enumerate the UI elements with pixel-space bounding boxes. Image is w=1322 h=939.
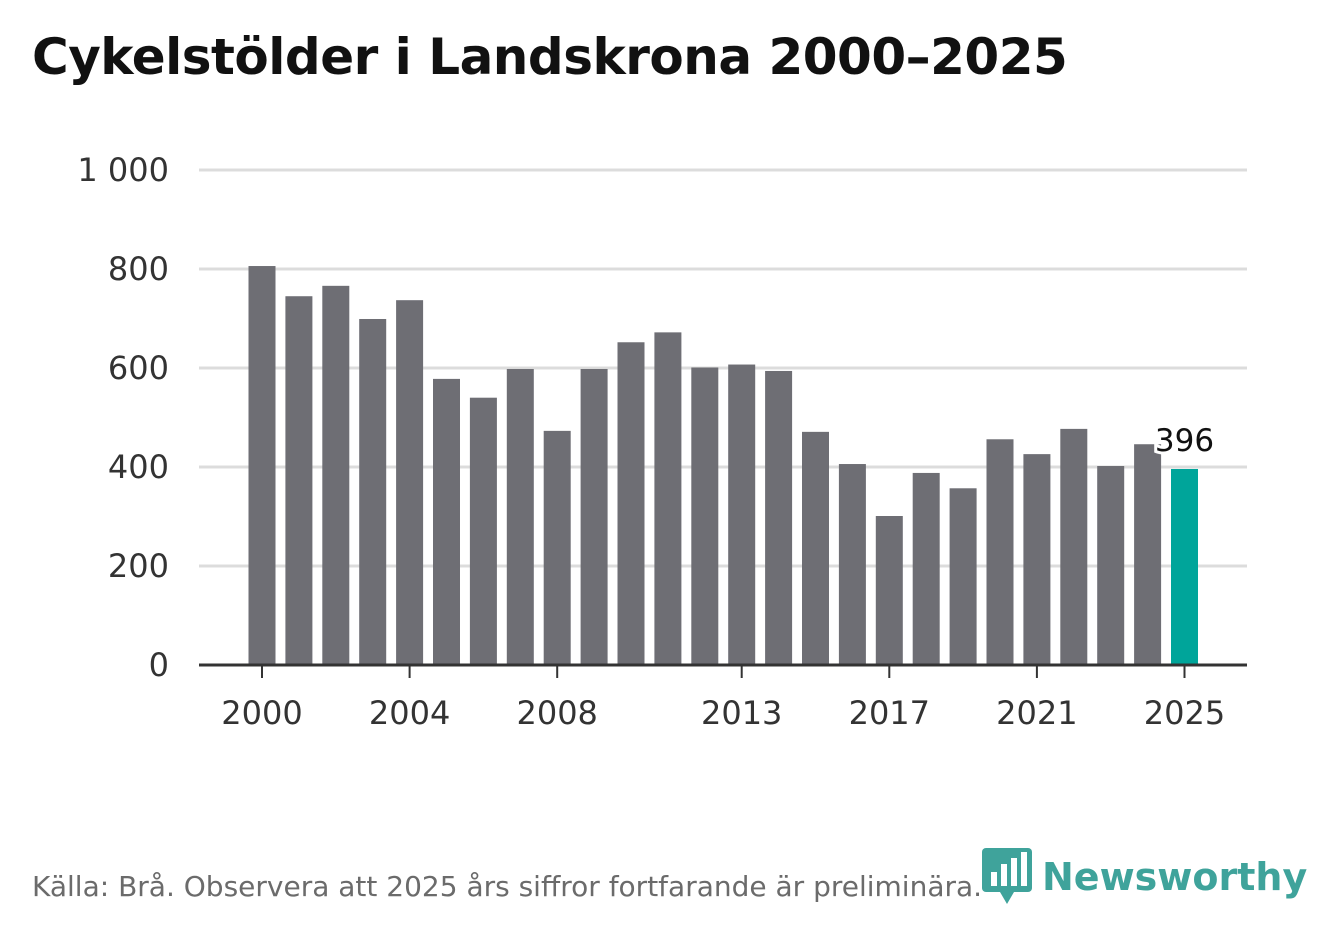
x-axis: 2000 2004 2008 2013 2017 2021 2025 <box>199 663 1247 732</box>
x-tick-label: 2013 <box>701 694 782 732</box>
bar-2015 <box>802 431 829 665</box>
bar-2012 <box>691 367 719 665</box>
bar-2008 <box>543 430 571 665</box>
brand-name: Newsworthy <box>1042 855 1308 899</box>
bar-2009 <box>580 368 608 665</box>
bar-2025 <box>1171 468 1198 665</box>
bar-2007 <box>506 368 534 665</box>
highlight-value-label: 396 <box>1155 423 1214 459</box>
bar-2013 <box>728 364 756 665</box>
data-labels: 396 <box>1152 420 1217 462</box>
y-tick-label: 0 <box>149 646 169 684</box>
bar-2018 <box>912 472 940 665</box>
y-tick-label: 600 <box>108 349 169 387</box>
bar-2011 <box>654 332 682 665</box>
bar-2005 <box>433 378 460 665</box>
bar-2004 <box>396 300 424 665</box>
y-tick-label: 400 <box>108 448 169 486</box>
x-tick-label: 2025 <box>1144 694 1225 732</box>
y-axis-ticks: 0 200 400 600 800 1 000 <box>77 151 169 684</box>
brand-logo: Newsworthy <box>982 848 1307 906</box>
bar-2019 <box>949 488 977 665</box>
source-note: Källa: Brå. Observera att 2025 års siffr… <box>32 870 983 903</box>
y-tick-label: 200 <box>108 547 169 585</box>
bar-2021 <box>1023 454 1051 665</box>
bar-2006 <box>469 397 497 665</box>
x-tick-label: 2017 <box>849 694 930 732</box>
bar-2022 <box>1060 428 1088 665</box>
bars <box>248 266 1198 665</box>
bar-2016 <box>838 464 866 665</box>
y-tick-label: 1 000 <box>77 151 169 189</box>
bar-2017 <box>875 516 903 665</box>
bar-2003 <box>359 318 387 665</box>
bar-2000 <box>248 266 276 665</box>
newsworthy-logo-icon <box>982 848 1032 904</box>
y-tick-label: 800 <box>108 250 169 288</box>
bar-2023 <box>1097 466 1125 665</box>
x-tick-label: 2021 <box>996 694 1077 732</box>
x-tick-label: 2000 <box>221 694 302 732</box>
chart-title: Cykelstölder i Landskrona 2000–2025 <box>32 28 1068 86</box>
bar-2020 <box>986 439 1014 665</box>
x-tick-label: 2008 <box>516 694 597 732</box>
bar-2024 <box>1134 444 1162 665</box>
bar-2014 <box>765 370 793 665</box>
gridlines <box>199 168 1247 568</box>
bar-2010 <box>617 342 645 665</box>
x-tick-label: 2004 <box>369 694 450 732</box>
bar-2002 <box>322 285 350 665</box>
bar-2001 <box>285 296 313 665</box>
